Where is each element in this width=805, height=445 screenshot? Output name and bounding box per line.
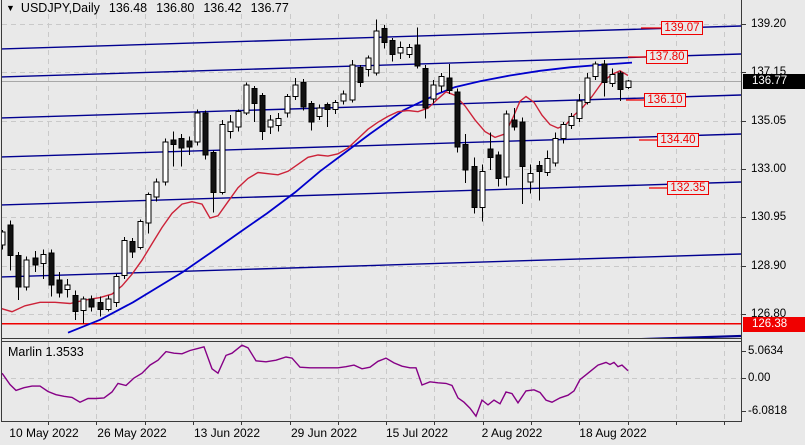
bull-candle [153, 181, 160, 198]
bear-candle [178, 138, 185, 149]
bull-candle [113, 276, 120, 303]
bull-candle [503, 113, 510, 178]
bear-candle [324, 104, 331, 110]
bull-candle [23, 259, 30, 288]
bull-candle [332, 101, 339, 110]
bear-candle [519, 121, 526, 168]
bull-candle [568, 115, 575, 127]
bull-candle [560, 124, 567, 140]
bear-candle [251, 87, 258, 105]
trendline-channel[interactable] [0, 25, 741, 359]
bear-candle [601, 63, 608, 83]
bear-candle [88, 298, 95, 308]
bear-candle [202, 112, 209, 156]
bull-candle [340, 93, 347, 102]
bear-candle [446, 77, 453, 92]
bear-candle [210, 152, 217, 193]
bear-candle [617, 72, 624, 90]
bull-candle [625, 80, 632, 89]
bull-candle [64, 284, 71, 290]
bear-candle [7, 224, 14, 257]
ma-blue-line[interactable] [67, 61, 633, 334]
ma-red-line[interactable] [0, 70, 629, 313]
bull-candle [397, 46, 404, 54]
bull-candle [544, 157, 551, 174]
bear-candle [32, 257, 39, 266]
bull-candle [365, 57, 372, 71]
bull-candle [275, 118, 282, 127]
bull-candle [267, 119, 274, 128]
bear-candle [56, 279, 63, 294]
bull-candle [609, 73, 616, 85]
bear-candle [495, 154, 502, 179]
bull-candle [406, 46, 413, 55]
indicator-line[interactable] [2, 344, 629, 418]
bull-candle [552, 138, 559, 164]
bull-candle [80, 298, 87, 311]
bull-candle [121, 239, 128, 276]
bull-candle [219, 124, 226, 193]
bull-candle [137, 221, 144, 248]
bull-candle [227, 121, 234, 133]
bull-candle [438, 76, 445, 87]
bear-candle [422, 67, 429, 109]
bull-candle [584, 77, 591, 103]
bull-candle [284, 95, 291, 114]
bear-candle [471, 166, 478, 209]
bear-candle [15, 255, 22, 288]
bull-candle [576, 100, 583, 120]
bull-candle [235, 111, 242, 128]
bull-candle [316, 107, 323, 117]
bull-candle [40, 253, 47, 265]
bear-candle [48, 252, 55, 286]
bear-candle [129, 240, 136, 253]
bull-candle [527, 173, 534, 183]
bear-candle [414, 44, 421, 67]
bear-candle [381, 28, 388, 44]
bull-candle [430, 84, 437, 100]
bull-candle [2, 231, 6, 246]
bull-candle [292, 84, 299, 97]
bull-candle [105, 298, 112, 310]
bear-candle [389, 39, 396, 55]
bull-candle [592, 63, 599, 78]
bull-candle [373, 30, 380, 74]
bear-candle [536, 164, 543, 172]
bear-candle [454, 91, 461, 148]
bear-candle [186, 140, 193, 148]
bull-candle [349, 64, 356, 101]
bear-candle [300, 81, 307, 108]
panel-borders [1, 0, 746, 425]
bear-candle [308, 103, 315, 123]
gridlines [2, 14, 741, 421]
bull-candle [194, 112, 201, 143]
bear-candle [97, 301, 104, 310]
bull-candle [162, 141, 169, 183]
bull-candle [479, 170, 486, 209]
bull-candle [145, 194, 152, 224]
bear-candle [511, 119, 518, 128]
bear-candle [357, 66, 364, 83]
bear-candle [259, 94, 266, 133]
candlesticks [2, 19, 632, 324]
bear-candle [170, 139, 177, 145]
bull-candle [243, 84, 250, 114]
bear-candle [462, 143, 469, 171]
bear-candle [72, 294, 79, 313]
bear-candle [487, 148, 494, 158]
